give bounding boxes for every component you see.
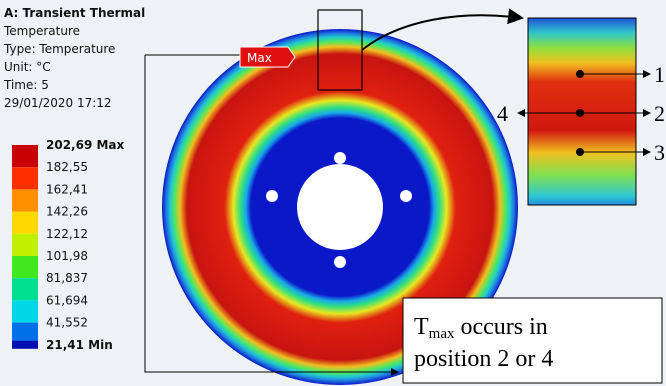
header-line: Type: Temperature	[3, 42, 115, 56]
legend-label: 162,41	[46, 182, 88, 196]
position-dot	[576, 70, 584, 78]
title: A: Transient Thermal	[4, 6, 145, 20]
legend-swatch	[12, 341, 38, 349]
bolt-hole	[334, 256, 346, 268]
legend-swatch	[12, 256, 38, 278]
screenshot: A: Transient Thermal Temperature Type: Te…	[0, 0, 666, 386]
position-label: 4	[497, 101, 508, 126]
legend-swatch	[12, 234, 38, 256]
position-label: 1	[654, 62, 665, 87]
header-line: Time: 5	[3, 78, 49, 92]
legend-swatch	[12, 278, 38, 300]
legend-label: 202,69 Max	[46, 138, 125, 152]
center-hole	[297, 164, 383, 250]
bolt-hole	[400, 190, 412, 202]
legend-label: 61,694	[46, 293, 88, 307]
bolt-hole	[266, 190, 278, 202]
header-line: Temperature	[3, 24, 80, 38]
legend-label: 122,12	[46, 227, 88, 241]
legend-label: 81,837	[46, 271, 88, 285]
legend-label: 21,41 Min	[46, 338, 113, 352]
legend-label: 101,98	[46, 249, 88, 263]
annotation-line: position 2 or 4	[414, 346, 553, 372]
legend-swatch	[12, 212, 38, 234]
position-label: 2	[654, 101, 665, 126]
legend-label: 182,55	[46, 160, 88, 174]
legend-swatch	[12, 300, 38, 322]
subscript: max	[429, 326, 455, 342]
legend-swatch	[12, 189, 38, 211]
position-dot	[576, 109, 584, 117]
bolt-hole	[334, 152, 346, 164]
position-label: 3	[654, 140, 665, 165]
legend-label: 41,552	[46, 316, 88, 330]
header-line: 29/01/2020 17:12	[4, 96, 112, 110]
symbol: T	[414, 314, 429, 340]
position-dot	[576, 148, 584, 156]
legend-label: 142,26	[46, 205, 88, 219]
probe-label: Max	[247, 51, 272, 65]
legend-swatch	[12, 145, 38, 167]
legend-swatch	[12, 167, 38, 189]
text: occurs in	[455, 314, 548, 340]
header-line: Unit: °C	[4, 60, 51, 74]
